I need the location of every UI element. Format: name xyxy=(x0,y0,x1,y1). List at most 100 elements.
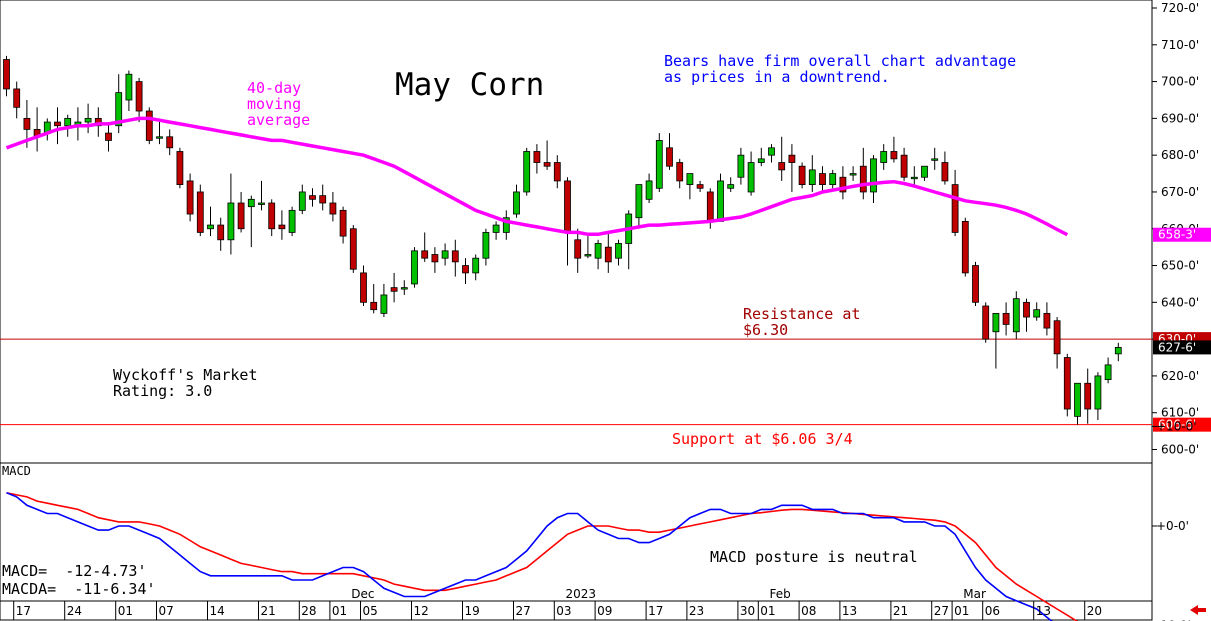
candle-body xyxy=(1033,309,1041,318)
date-tick-label: 12 xyxy=(414,604,429,618)
candle xyxy=(237,191,245,233)
candle-body xyxy=(360,272,367,303)
ma-annotation: 40-day moving average xyxy=(247,79,311,129)
candle-body xyxy=(757,158,765,163)
candle xyxy=(778,136,786,181)
price-marker: 627-6' xyxy=(1153,340,1211,355)
candle xyxy=(54,107,61,145)
candle-body xyxy=(706,191,714,222)
candle-body xyxy=(1074,382,1081,417)
price-tick-label: 680-0' xyxy=(1161,148,1199,162)
candle-body xyxy=(645,180,653,200)
candle xyxy=(635,184,643,229)
date-axis-labels: 17 24 01 07 14 21 28 01 05 12 19 27 03 09 17 23 30 01 08 13… xyxy=(13,587,1102,620)
date-tick-label: 09 xyxy=(597,604,612,618)
moving-average-layer xyxy=(5,116,1069,237)
macda-value: MACDA= -11-6.34' xyxy=(2,580,156,598)
candle xyxy=(482,228,490,266)
candle xyxy=(462,258,469,284)
candle-body xyxy=(268,202,276,230)
price-tick-label: 640-0' xyxy=(1161,295,1199,309)
macd-tick-label: -10-0' xyxy=(1156,619,1191,621)
date-tick-label: 30 xyxy=(740,604,755,618)
candle-body xyxy=(472,257,480,274)
candle-body xyxy=(859,165,867,193)
date-tick-label: 19 xyxy=(465,604,480,618)
date-tick-label: 27 xyxy=(934,604,949,618)
candle xyxy=(227,173,235,255)
candle-body xyxy=(94,117,102,127)
candle xyxy=(441,243,449,266)
date-tick-label: 08 xyxy=(801,604,816,618)
candle-body xyxy=(13,88,21,108)
candle-body xyxy=(819,173,826,186)
candle xyxy=(288,206,296,237)
candle-body xyxy=(870,158,877,193)
candle xyxy=(196,184,204,237)
candle xyxy=(829,169,837,189)
candle-body xyxy=(788,154,796,163)
candle-body xyxy=(319,195,327,204)
candle-body xyxy=(482,232,490,259)
macd-value: MACD= -12-4.73' xyxy=(2,562,147,580)
candle xyxy=(176,147,184,189)
price-tick-label: 700-0' xyxy=(1161,75,1199,89)
candle xyxy=(686,173,694,200)
candle xyxy=(1033,302,1041,321)
candle xyxy=(1012,291,1020,340)
candle xyxy=(431,247,439,273)
candle xyxy=(1063,353,1071,417)
candle xyxy=(594,239,602,270)
price-tick-label: 690-0' xyxy=(1161,111,1199,125)
candle-body xyxy=(115,92,123,127)
candle-body xyxy=(288,209,296,233)
candle-body xyxy=(370,301,378,311)
candle xyxy=(360,265,367,307)
candle-body xyxy=(1012,298,1020,333)
candle xyxy=(1053,317,1061,369)
candle-body xyxy=(839,176,847,193)
price-marker-box xyxy=(1153,340,1211,355)
candle-body xyxy=(431,254,439,263)
candle-body xyxy=(951,184,959,233)
candle xyxy=(808,155,816,192)
candle-body xyxy=(676,162,684,182)
date-tick-label: 13 xyxy=(1036,604,1051,618)
candle xyxy=(451,239,459,277)
candle-body xyxy=(390,287,398,292)
candle xyxy=(472,254,480,281)
candle xyxy=(349,225,357,273)
scroll-arrow-icon[interactable] xyxy=(1190,605,1206,615)
candle xyxy=(717,173,724,222)
candle-body xyxy=(574,239,582,259)
candlesticks xyxy=(3,55,1122,425)
candle xyxy=(1074,382,1081,425)
candle-body xyxy=(196,191,204,233)
candle xyxy=(1043,302,1051,336)
candle xyxy=(247,195,255,248)
date-tick-label: 06 xyxy=(985,604,1000,618)
price-tick-label: 710-0' xyxy=(1161,38,1199,52)
candle-body xyxy=(533,151,541,163)
candle xyxy=(1094,372,1102,421)
candle xyxy=(982,302,990,343)
date-tick-label: 20 xyxy=(1087,604,1102,618)
candle-body xyxy=(247,198,255,208)
candle-body xyxy=(696,184,704,189)
date-tick-label: 24 xyxy=(67,604,82,618)
price-marker: 658-3' xyxy=(1153,227,1211,242)
candle-body xyxy=(961,220,969,274)
candle-body xyxy=(349,228,357,270)
candle-body xyxy=(64,117,72,127)
candle xyxy=(553,155,561,189)
candle-body xyxy=(186,180,194,215)
candle xyxy=(268,199,276,237)
candle xyxy=(278,210,286,240)
candle xyxy=(492,221,500,240)
price-tick-label: 610-0' xyxy=(1161,406,1199,420)
candle xyxy=(258,180,265,211)
candle-body xyxy=(727,184,735,189)
candle-body xyxy=(217,224,225,241)
level-lines xyxy=(0,338,1152,426)
candle xyxy=(931,147,939,170)
